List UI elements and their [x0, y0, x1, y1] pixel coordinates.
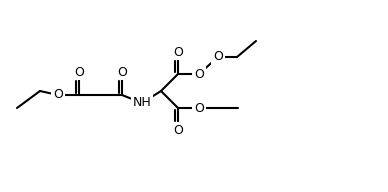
Text: O: O [194, 68, 204, 80]
Text: O: O [173, 123, 183, 137]
Text: NH: NH [133, 97, 151, 109]
Text: O: O [194, 102, 204, 114]
Text: O: O [74, 65, 84, 79]
Text: O: O [53, 89, 63, 102]
Text: O: O [213, 50, 223, 64]
Text: O: O [117, 65, 127, 79]
Text: O: O [173, 46, 183, 59]
